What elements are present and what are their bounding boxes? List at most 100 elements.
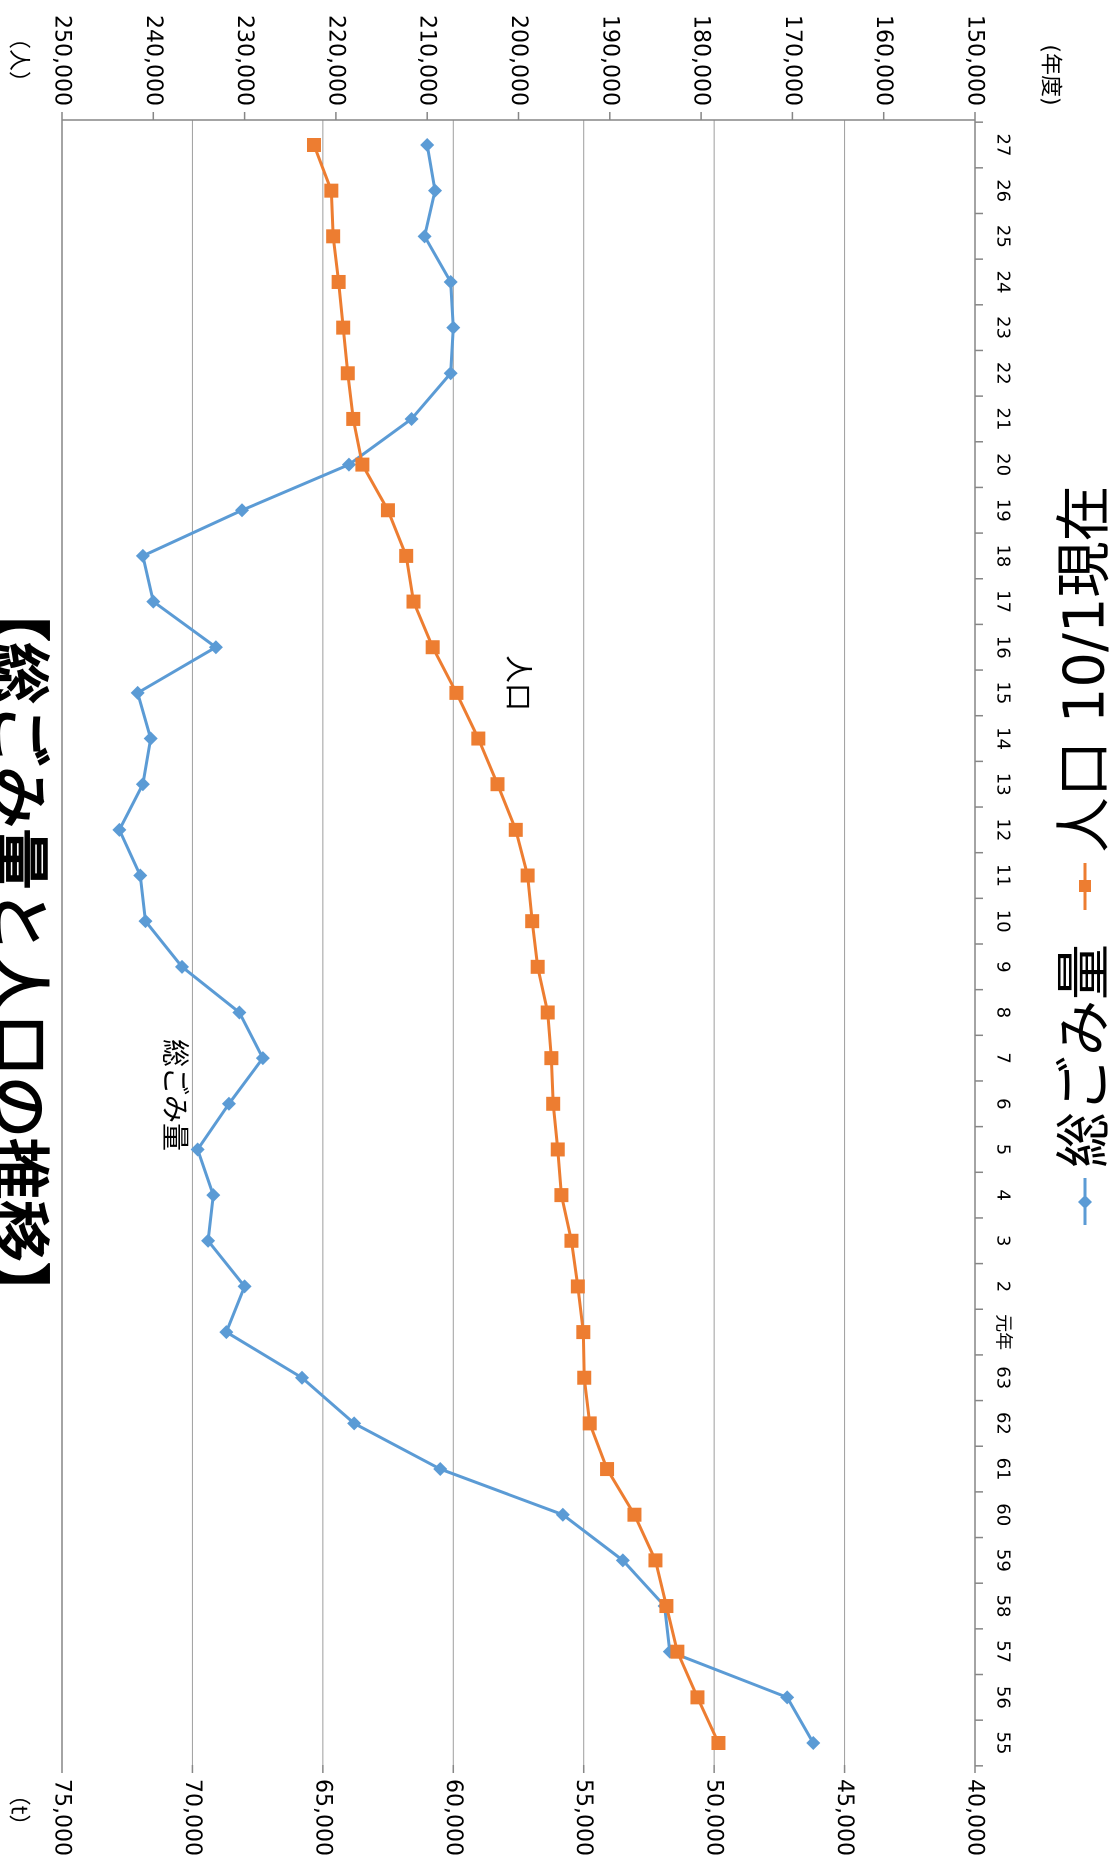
data-point-total-garbage-6 (221, 1096, 236, 1111)
category-label-25: 25 (993, 225, 1014, 248)
data-point-total-garbage-19 (234, 503, 249, 518)
category-axis-ticks: 555657585960616263元年23456789101112131415… (975, 121, 1014, 1767)
data-point-population-3 (564, 1233, 579, 1248)
category-label-27: 27 (993, 134, 1014, 157)
data-point-total-garbage-60 (555, 1507, 570, 1522)
data-point-total-garbage-20 (341, 457, 356, 472)
legend-item-population: 人口 10/1現在 (1053, 485, 1113, 910)
data-point-population-13 (490, 777, 505, 792)
data-point-population-22 (340, 366, 355, 381)
data-point-total-garbage-2 (237, 1279, 252, 1294)
category-label-8: 8 (993, 1007, 1014, 1018)
data-point-population-18 (399, 548, 414, 563)
data-point-population-15 (449, 685, 464, 700)
legend-item-total-garbage: 総ごみ量 (1053, 944, 1113, 1225)
data-point-population-9 (530, 959, 545, 974)
right-axis-ticks: 150,000 160,000 170,000 180,000 190,000 200,0… (50, 15, 988, 120)
category-label-60: 60 (993, 1503, 1014, 1526)
category-label-14: 14 (993, 727, 1014, 750)
data-point-total-garbage-61 (433, 1462, 448, 1477)
data-point-total-garbage-12 (112, 822, 127, 837)
data-point-total-garbage-24 (443, 274, 458, 289)
category-axis-title: (年度) (1038, 44, 1063, 105)
data-point-total-garbage-59 (615, 1553, 630, 1568)
data-point-population-20 (355, 457, 370, 472)
category-label-5: 5 (993, 1144, 1014, 1155)
legend: 総ごみ量 人口 10/1現在 (1053, 485, 1113, 1225)
legend-label-population: 人口 10/1現在 (1053, 485, 1113, 853)
category-label-13: 13 (993, 773, 1014, 796)
data-point-total-garbage-5 (190, 1142, 205, 1157)
data-point-total-garbage-11 (133, 868, 148, 883)
data-point-population-4 (554, 1188, 569, 1203)
data-point-population-21 (346, 411, 361, 426)
category-label-59: 59 (993, 1549, 1014, 1572)
right-tick-label: 150,000 (963, 15, 988, 106)
right-tick-label: 250,000 (50, 15, 75, 106)
data-point-total-garbage-14 (143, 731, 158, 746)
category-label-2: 2 (993, 1281, 1014, 1292)
category-label-10: 10 (993, 910, 1014, 933)
data-point-population-16 (425, 640, 440, 655)
category-label-58: 58 (993, 1595, 1014, 1618)
data-point-population-24 (331, 274, 346, 289)
category-label-3: 3 (993, 1235, 1014, 1246)
right-tick-label: 240,000 (141, 15, 166, 106)
data-point-population-7 (544, 1051, 559, 1066)
category-label-12: 12 (993, 818, 1014, 841)
right-tick-label: 190,000 (597, 15, 622, 106)
annotation-population: 人口 (502, 655, 535, 711)
data-point-total-garbage-23 (446, 320, 461, 335)
left-axis-ticks: 40,000 45,000 50,000 55,000 60,000 65,000 70,0… (50, 1765, 988, 1856)
data-point-population-12 (508, 822, 523, 837)
category-label-6: 6 (993, 1098, 1014, 1109)
data-point-population-23 (336, 320, 351, 335)
data-point-population-8 (540, 1005, 555, 1020)
left-tick-label: 40,000 (963, 1779, 988, 1856)
legend-swatch-total-garbage-marker (1078, 1195, 1092, 1209)
data-point-population-62 (582, 1416, 597, 1431)
left-tick-label: 65,000 (310, 1779, 335, 1856)
data-point-population-26 (324, 183, 339, 198)
category-label-4: 4 (993, 1189, 1014, 1200)
right-tick-label: 210,000 (415, 15, 440, 106)
category-label-17: 17 (993, 590, 1014, 613)
category-label-19: 19 (993, 499, 1014, 522)
series (112, 138, 821, 1750)
data-point-total-garbage-21 (404, 411, 419, 426)
right-tick-label: 220,000 (323, 15, 348, 106)
left-tick-label: 45,000 (832, 1779, 857, 1856)
right-tick-label: 180,000 (689, 15, 714, 106)
data-point-total-garbage-7 (255, 1051, 270, 1066)
data-point-population-item (576, 1325, 591, 1340)
data-point-total-garbage-56 (780, 1690, 795, 1705)
left-tick-label: 55,000 (571, 1779, 596, 1856)
category-label-16: 16 (993, 636, 1014, 659)
left-tick-label: 75,000 (50, 1779, 75, 1856)
left-tick-label: 50,000 (702, 1779, 727, 1856)
series-line-total-garbage (117, 144, 815, 1744)
data-point-population-55 (711, 1736, 726, 1750)
data-point-total-garbage-25 (417, 229, 432, 244)
data-point-total-garbage-4 (206, 1188, 221, 1203)
data-point-total-garbage-8 (232, 1005, 247, 1020)
category-label-61: 61 (993, 1458, 1014, 1481)
right-tick-label: 200,000 (506, 15, 531, 106)
category-label-22: 22 (993, 362, 1014, 385)
data-point-total-garbage-26 (428, 183, 443, 198)
category-label-9: 9 (993, 961, 1014, 972)
category-label-62: 62 (993, 1412, 1014, 1435)
right-tick-label: 230,000 (232, 15, 257, 106)
category-label-57: 57 (993, 1640, 1014, 1663)
data-point-total-garbage-9 (174, 959, 189, 974)
data-point-total-garbage-15 (130, 685, 145, 700)
data-point-total-garbage-item (219, 1325, 234, 1340)
data-point-total-garbage-3 (201, 1233, 216, 1248)
data-point-total-garbage-27 (420, 138, 435, 152)
data-point-population-25 (326, 229, 341, 244)
data-point-population-57 (670, 1644, 685, 1659)
category-label-20: 20 (993, 453, 1014, 476)
data-point-population-59 (648, 1553, 663, 1568)
category-label-26: 26 (993, 179, 1014, 202)
